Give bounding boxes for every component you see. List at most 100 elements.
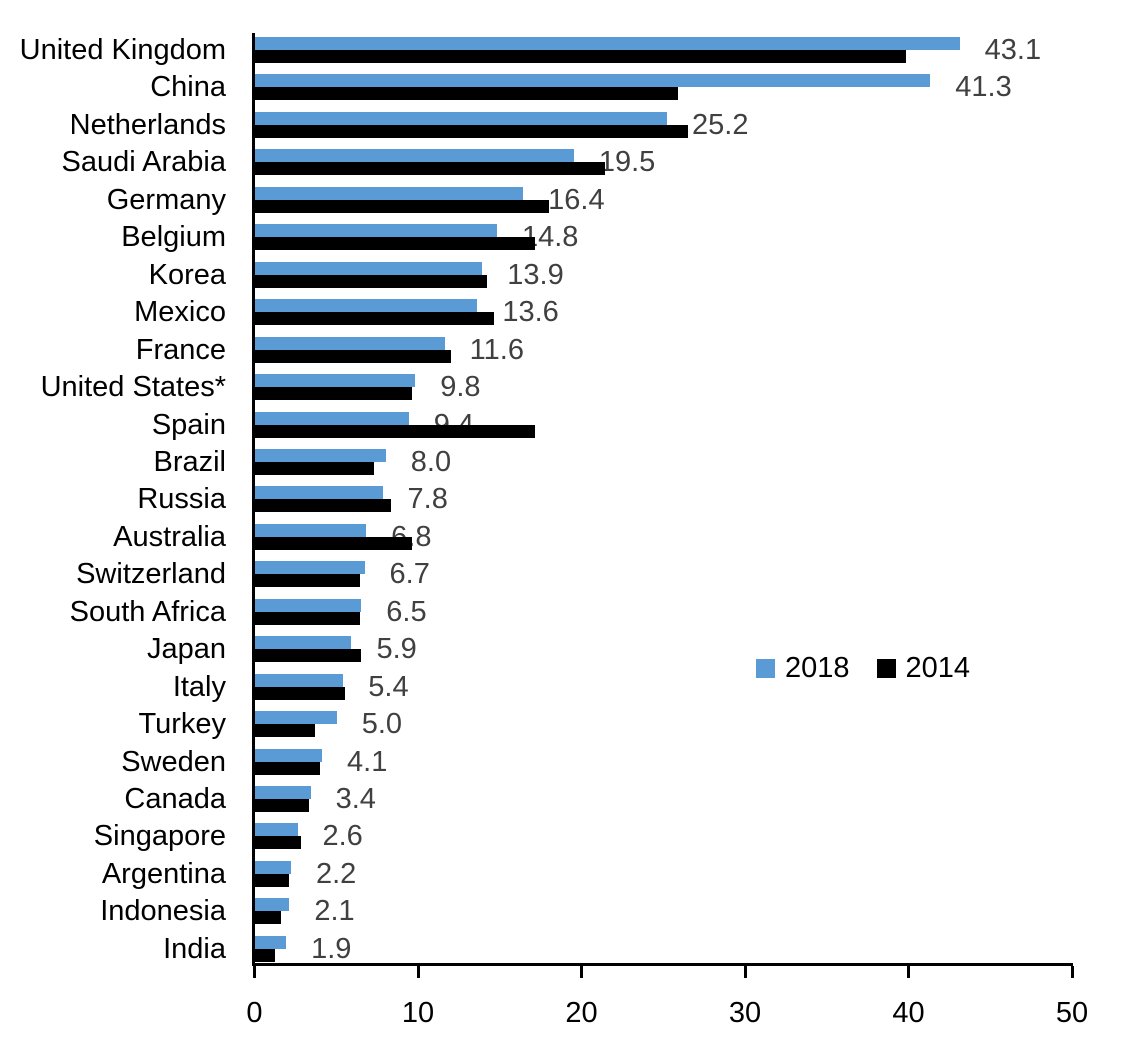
bar-2014 <box>255 50 906 63</box>
x-axis-line <box>252 963 1073 966</box>
bar-2014 <box>255 124 689 138</box>
value-label: 16.4 <box>548 183 605 216</box>
value-label: 25.2 <box>692 108 749 141</box>
x-tick-label: 20 <box>565 997 598 1029</box>
category-label: France <box>135 333 226 366</box>
x-tick <box>416 966 420 978</box>
category-label: Mexico <box>134 296 226 329</box>
x-tick-label: 40 <box>892 997 925 1029</box>
bar-2018 <box>255 673 344 687</box>
category-label: Turkey <box>138 708 226 741</box>
legend: 2018 2014 <box>756 652 970 684</box>
category-label: India <box>163 932 226 965</box>
value-label: 7.8 <box>407 483 448 516</box>
bar-2018 <box>255 636 352 650</box>
value-label: 13.9 <box>507 258 564 291</box>
bar-2014 <box>255 611 360 625</box>
x-tick <box>580 966 583 978</box>
category-label: United Kingdom <box>19 34 226 66</box>
bar-2018 <box>255 261 483 275</box>
bar-2014 <box>255 87 679 101</box>
value-label: 5.0 <box>361 708 403 741</box>
value-label: 13.6 <box>502 296 559 329</box>
bar-2018 <box>255 860 291 874</box>
category-label: Singapore <box>93 820 226 853</box>
bar-2014 <box>255 574 360 588</box>
bar-2018 <box>255 523 367 537</box>
value-label: 5.4 <box>368 670 409 703</box>
bar-2018 <box>255 935 287 949</box>
category-label: Australia <box>113 520 226 553</box>
value-label: 2.2 <box>315 857 357 890</box>
bar-2018 <box>255 411 409 425</box>
x-tick-label: 0 <box>246 997 263 1029</box>
value-label: 6.7 <box>389 558 430 591</box>
x-tick-label: 30 <box>728 997 762 1029</box>
value-label: 3.4 <box>335 783 376 815</box>
category-label: Korea <box>148 258 226 291</box>
category-label: Germany <box>106 183 226 216</box>
value-label: 11.6 <box>469 333 524 366</box>
legend-item-2018: 2018 <box>756 652 850 684</box>
category-label: Japan <box>146 633 226 666</box>
bar-2018 <box>255 486 383 500</box>
category-label: Canada <box>124 783 226 815</box>
value-label: 4.1 <box>347 745 388 778</box>
category-label: Brazil <box>153 445 226 478</box>
bar-2018 <box>255 898 290 912</box>
x-tick <box>743 966 747 978</box>
bar-2018 <box>255 711 337 725</box>
category-label: Russia <box>137 483 226 516</box>
category-label: Argentina <box>101 857 226 890</box>
bar-2018 <box>255 336 445 350</box>
bar-2014 <box>255 461 375 475</box>
x-tick <box>1070 966 1074 978</box>
value-label: 2.1 <box>314 895 355 928</box>
value-label: 1.9 <box>311 932 352 965</box>
category-label: Sweden <box>121 745 226 778</box>
bar-2018 <box>255 448 386 462</box>
value-label: 5.9 <box>376 633 417 666</box>
bar-2014 <box>255 237 535 251</box>
bar-2014 <box>255 349 452 363</box>
category-label: South Africa <box>69 595 226 628</box>
bar-2018 <box>255 299 478 313</box>
category-label: Saudi Arabia <box>61 146 226 179</box>
bar-2018 <box>255 823 298 837</box>
value-label: 41.3 <box>955 71 1012 104</box>
bar-2014 <box>255 911 282 925</box>
bar-2014 <box>255 649 362 663</box>
bar-2014 <box>255 686 345 700</box>
bar-2014 <box>255 724 316 738</box>
bar-2014 <box>255 761 321 775</box>
legend-swatch-2014-icon <box>876 658 896 678</box>
x-tick <box>253 966 256 978</box>
bar-2014 <box>255 199 550 213</box>
category-label: Spain <box>151 408 226 441</box>
bar-2018 <box>255 786 311 799</box>
bar-2018 <box>255 37 960 50</box>
legend-swatch-2018-icon <box>756 658 775 678</box>
value-label: 9.8 <box>440 371 481 404</box>
category-label: United States* <box>40 371 226 404</box>
bar-2018 <box>255 186 524 200</box>
value-label: 19.5 <box>598 146 656 179</box>
bar-2014 <box>255 312 494 326</box>
bar-2014 <box>255 387 412 401</box>
x-tick-label: 10 <box>401 997 435 1029</box>
bar-2014 <box>255 424 535 438</box>
bar-2018 <box>255 561 365 575</box>
value-label: 43.1 <box>984 34 1042 66</box>
bar-2018 <box>255 74 931 88</box>
y-axis-line <box>252 33 255 966</box>
bar-2018 <box>255 598 362 612</box>
category-label: Belgium <box>121 221 226 254</box>
category-label: Indonesia <box>100 895 226 928</box>
bar-2018 <box>255 111 668 125</box>
bar-2018 <box>255 748 323 762</box>
category-label: Switzerland <box>76 558 226 591</box>
bar-2014 <box>255 162 605 176</box>
value-label: 2.6 <box>322 820 363 853</box>
legend-item-2014: 2014 <box>876 652 970 684</box>
